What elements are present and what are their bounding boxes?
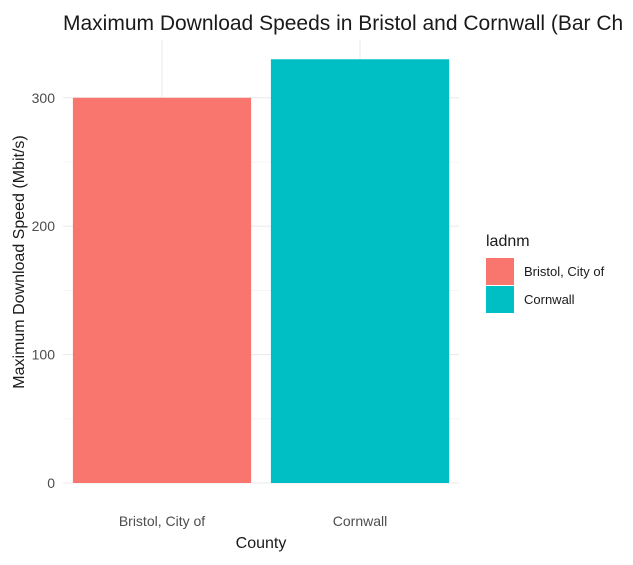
- legend: ladnm Bristol, City of Cornwall: [486, 233, 605, 313]
- x-axis-label: County: [236, 535, 287, 552]
- legend-label: Bristol, City of: [524, 264, 605, 279]
- x-tick-label: Bristol, City of: [119, 513, 205, 529]
- legend-label: Cornwall: [524, 292, 575, 307]
- bar-bristol-city-of: [72, 97, 252, 484]
- legend-entries: Bristol, City of Cornwall: [486, 258, 605, 313]
- x-axis-ticks: Bristol, City of Cornwall: [119, 513, 387, 529]
- legend-swatch: [486, 258, 514, 285]
- bars: [72, 59, 450, 484]
- y-axis-label: Maximum Download Speed (Mbit/s): [11, 135, 28, 388]
- x-tick-label: Cornwall: [333, 513, 387, 529]
- legend-title: ladnm: [486, 233, 530, 250]
- chart-title: Maximum Download Speeds in Bristol and C…: [63, 12, 623, 35]
- y-tick-label: 200: [32, 218, 56, 234]
- y-axis-ticks: 0 100 200 300: [32, 90, 56, 491]
- y-tick-label: 300: [32, 90, 56, 106]
- y-tick-label: 100: [32, 347, 56, 363]
- bar-cornwall: [270, 59, 450, 484]
- y-tick-label: 0: [47, 475, 55, 491]
- legend-swatch: [486, 286, 514, 313]
